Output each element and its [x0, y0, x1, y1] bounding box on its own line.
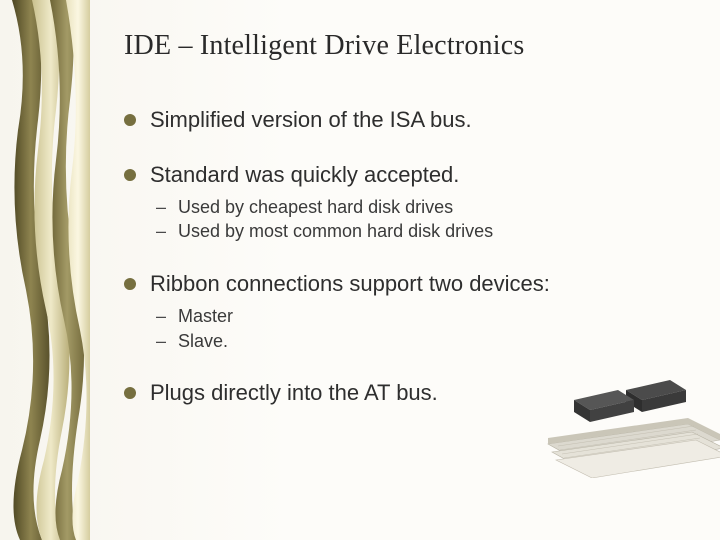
- sub-list: Used by cheapest hard disk drives Used b…: [150, 195, 684, 244]
- sub-item: Used by cheapest hard disk drives: [150, 195, 684, 219]
- slide-title: IDE – Intelligent Drive Electronics: [124, 30, 524, 62]
- sub-item: Used by most common hard disk drives: [150, 219, 684, 243]
- decorative-ribbon: [12, 0, 90, 540]
- slide: IDE – Intelligent Drive Electronics Simp…: [0, 0, 720, 540]
- bullet-item: Standard was quickly accepted. Used by c…: [124, 161, 684, 244]
- bullet-text: Standard was quickly accepted.: [150, 162, 459, 187]
- ribbon-cable-image: [538, 368, 720, 478]
- sub-list: Master Slave.: [150, 304, 684, 353]
- bullet-text: Simplified version of the ISA bus.: [150, 107, 472, 132]
- bullet-list: Simplified version of the ISA bus. Stand…: [124, 106, 684, 408]
- bullet-text: Ribbon connections support two devices:: [150, 271, 550, 296]
- bullet-item: Simplified version of the ISA bus.: [124, 106, 684, 135]
- bullet-text: Plugs directly into the AT bus.: [150, 380, 438, 405]
- sub-item: Slave.: [150, 329, 684, 353]
- sub-item: Master: [150, 304, 684, 328]
- bullet-item: Ribbon connections support two devices: …: [124, 270, 684, 353]
